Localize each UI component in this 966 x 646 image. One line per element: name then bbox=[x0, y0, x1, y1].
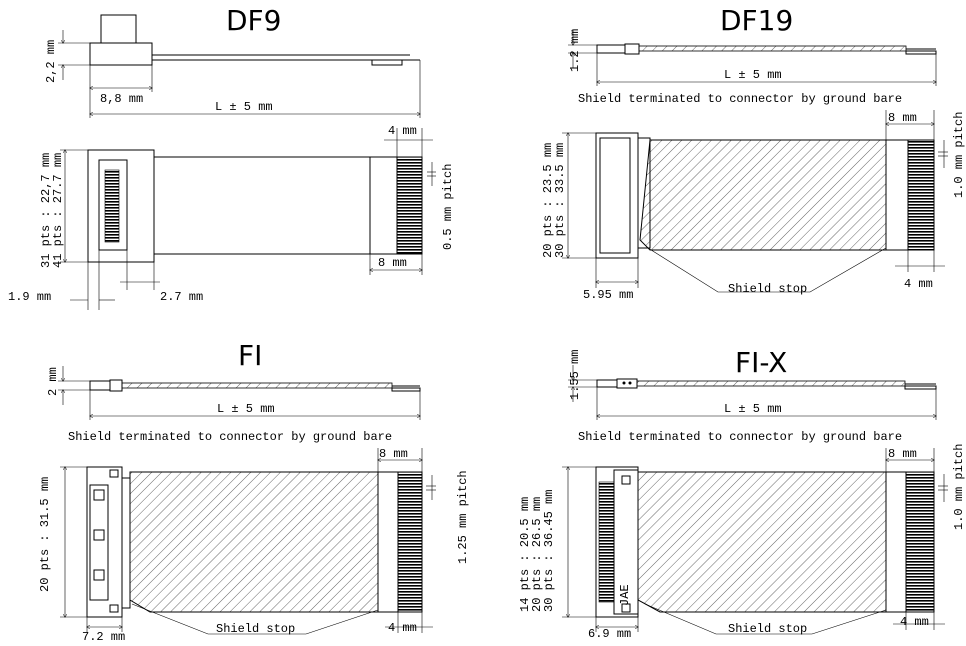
df19-length-dim: L ± 5 mm bbox=[724, 68, 782, 82]
df9-height-dim: 2,2 mm bbox=[44, 40, 58, 83]
fi-pitch: 1.25 mm pitch bbox=[456, 470, 470, 564]
fix-brand: JAE bbox=[618, 584, 632, 606]
df9-length-dim: L ± 5 mm bbox=[215, 100, 273, 114]
df19-shield-stop: Shield stop bbox=[728, 282, 807, 296]
fix-side-view: 1.55 mm L ± 5 mm Shield terminated to co… bbox=[568, 350, 936, 444]
panel-df9: DF9 2,2 mm 8,8 mm L ± 5 mm bbox=[8, 4, 455, 310]
fi-width-20: 20 pts : 31.5 mm bbox=[38, 477, 52, 592]
fi-contact-length: 4 mm bbox=[388, 621, 417, 635]
fix-pitch: 1.0 mm pitch bbox=[952, 444, 966, 530]
fix-contact-length: 4 mm bbox=[900, 615, 929, 629]
panel-df19: DF19 1.2 mm L ± 5 mm Shield terminated t… bbox=[541, 4, 966, 302]
fix-stiffener: 8 mm bbox=[888, 447, 917, 461]
fix-offset: 6.9 mm bbox=[588, 627, 631, 641]
df9-offset-a: 1.9 mm bbox=[8, 290, 51, 304]
df9-top-view: 4 mm 0.5 mm pitch 31 pts : 22,7 mm 41 pt… bbox=[8, 124, 455, 310]
fi-shield-stop: Shield stop bbox=[216, 622, 295, 636]
fi-note: Shield terminated to connector by ground… bbox=[68, 430, 392, 444]
panel-fix: FI-X 1.55 mm L ± 5 mm Shield terminated … bbox=[518, 346, 966, 641]
fix-shield-stop: Shield stop bbox=[728, 622, 807, 636]
df19-offset: 5.95 mm bbox=[583, 288, 633, 302]
df9-contact-length: 4 mm bbox=[388, 124, 417, 138]
panel-title-df19: DF19 bbox=[720, 4, 793, 37]
df9-stiffener: 8 mm bbox=[378, 256, 407, 270]
panel-title-fix: FI-X bbox=[735, 346, 787, 379]
panel-title-df9: DF9 bbox=[226, 4, 281, 37]
df9-width-31: 31 pts : 22,7 mm bbox=[39, 153, 53, 268]
fi-length-dim: L ± 5 mm bbox=[217, 402, 275, 416]
fi-stiffener: 8 mm bbox=[379, 447, 408, 461]
fi-top-view: 8 mm 1.25 mm pitch 20 pts : 31.5 mm 7.2 … bbox=[38, 447, 470, 644]
fix-top-view: JAE 8 mm 1.0 mm pitch 14 pts : 20.5 mm 2… bbox=[518, 444, 966, 641]
df9-pitch: 0.5 mm pitch bbox=[441, 164, 455, 250]
df19-width-20: 20 pts : 23.5 mm bbox=[541, 143, 555, 258]
df9-side-view: 2,2 mm 8,8 mm L ± 5 mm bbox=[44, 14, 420, 118]
df19-contact-length: 4 mm bbox=[904, 277, 933, 291]
fi-height-dim: 2 mm bbox=[46, 367, 60, 396]
df19-note: Shield terminated to connector by ground… bbox=[578, 92, 902, 106]
df9-width-41: 41 pts : 27.7 mm bbox=[51, 153, 65, 268]
fix-note: Shield terminated to connector by ground… bbox=[578, 430, 902, 444]
df19-pitch: 1.0 mm pitch bbox=[952, 112, 966, 198]
fix-width-30: 30 pts : 36.45 mm bbox=[542, 490, 556, 612]
fix-length-dim: L ± 5 mm bbox=[724, 402, 782, 416]
fi-side-view: 2 mm L ± 5 mm Shield terminated to conne… bbox=[46, 366, 420, 444]
df19-width-30: 30 pts : 33.5 mm bbox=[553, 143, 567, 258]
df19-top-view: 8 mm 1.0 mm pitch 20 pts : 23.5 mm 30 pt… bbox=[541, 110, 966, 302]
df19-side-view: 1.2 mm L ± 5 mm Shield terminated to con… bbox=[568, 29, 936, 106]
fi-offset: 7.2 mm bbox=[82, 630, 125, 644]
fix-width-20: 20 pts : 26.5 mm bbox=[530, 497, 544, 612]
panel-title-fi: FI bbox=[238, 339, 262, 372]
df19-stiffener: 8 mm bbox=[888, 111, 917, 125]
df9-offset-b: 2.7 mm bbox=[160, 290, 203, 304]
panel-fi: FI 2 mm L ± 5 mm Shield terminated to co… bbox=[38, 339, 470, 644]
fix-height-dim: 1.55 mm bbox=[568, 350, 582, 400]
df19-height-dim: 1.2 mm bbox=[568, 29, 582, 72]
fix-width-14: 14 pts : 20.5 mm bbox=[518, 497, 532, 612]
df9-width-dim: 8,8 mm bbox=[100, 92, 143, 106]
